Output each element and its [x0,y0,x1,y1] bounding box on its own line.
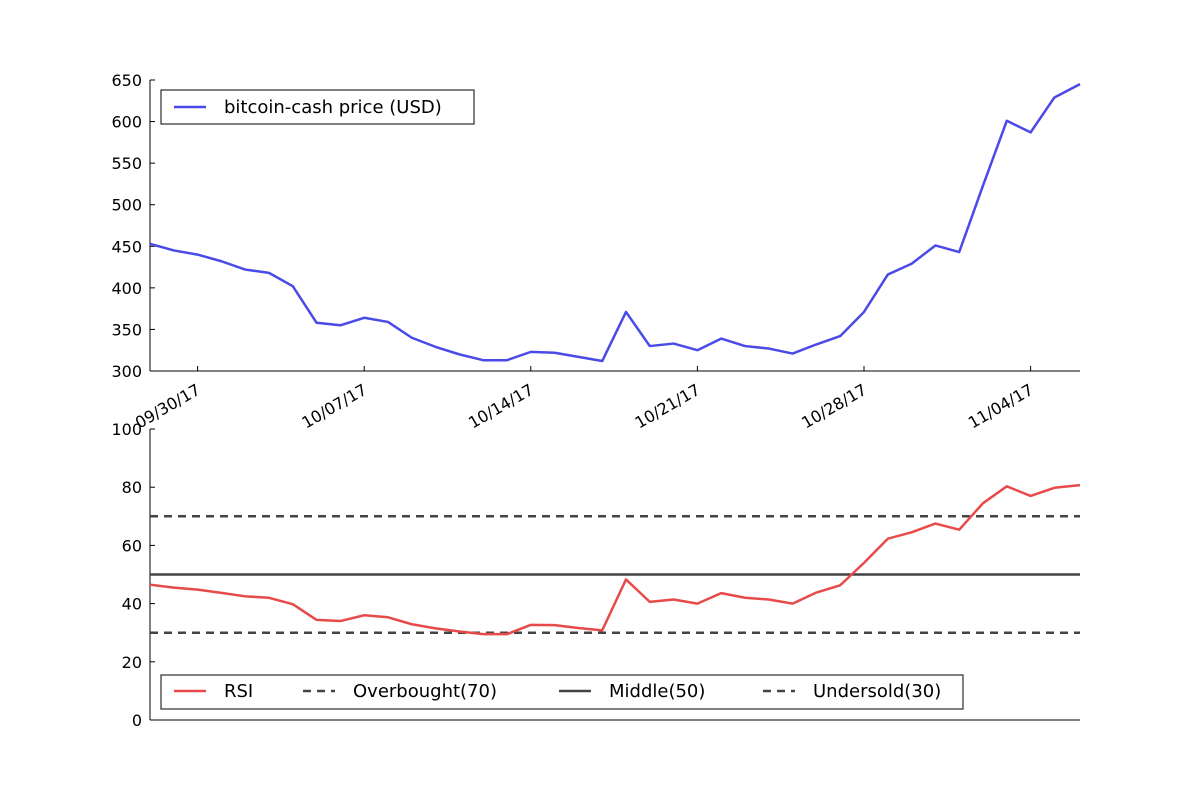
price-y-tick-label: 400 [111,279,142,298]
rsi-y-tick-label: 80 [122,478,142,497]
rsi-legend-label-1: Overbought(70) [353,681,497,702]
rsi-y-tick-label: 40 [122,595,142,614]
price-y-tick-label: 550 [111,154,142,173]
price-y-tick-label: 500 [111,196,142,215]
rsi-y-tick-label: 60 [122,536,142,555]
price-x-tick-label: 09/30/17 [132,380,204,432]
price-y-tick-label: 650 [111,71,142,90]
price-legend-label: bitcoin-cash price (USD) [224,97,442,118]
price-x-tick-label: 10/07/17 [298,380,370,432]
price-series-line [149,83,1081,363]
price-x-tick-label: 10/21/17 [632,380,704,432]
rsi-legend-label-0: RSI [224,681,253,702]
rsi-series-line [149,483,1081,636]
price-x-tick-label: 11/04/17 [965,380,1037,432]
price-x-tick-label: 10/14/17 [465,380,537,432]
rsi-y-tick-label: 100 [111,420,142,439]
rsi-legend: RSI Overbought(70) Middle(50) Undersold(30) [160,674,964,710]
price-legend-box [160,89,475,125]
price-panel: 300 350 400 450 500 550 600 650 09/30/17 10/07/17… [111,71,1081,432]
price-y-tick-label: 600 [111,113,142,132]
rsi-legend-label-3: Undersold(30) [813,681,941,702]
rsi-panel: 0 20 40 60 80 100 RSI Overbought(70) Middle(50) U… [111,420,1081,730]
price-y-tick-label: 300 [111,362,142,381]
price-x-tick-label: 10/28/17 [798,380,870,432]
price-y-tick-label: 450 [111,237,142,256]
price-y-tick-label: 350 [111,320,142,339]
rsi-y-tick-label: 0 [132,711,142,730]
rsi-y-tick-label: 20 [122,653,142,672]
price-legend: bitcoin-cash price (USD) [160,89,475,125]
rsi-legend-label-2: Middle(50) [609,681,705,702]
